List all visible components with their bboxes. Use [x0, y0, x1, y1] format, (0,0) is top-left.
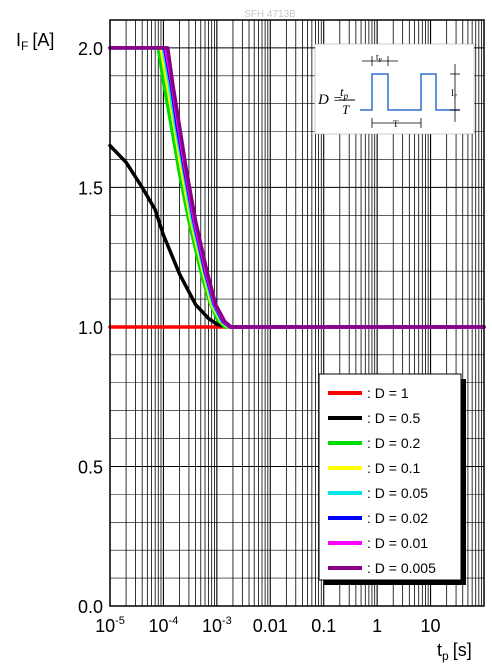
- inset-formula-denominator: T: [342, 102, 350, 117]
- x-tick-label-5: 0.1: [311, 616, 336, 636]
- x-tick-label-3: 10-3: [202, 615, 232, 636]
- y-axis-label: IF [A]: [16, 30, 54, 53]
- y-tick-label-4: 1.5: [78, 178, 103, 198]
- series-line-8: [108, 46, 486, 329]
- legend-label-7: : D = 0.01: [367, 535, 428, 551]
- y-axis-ticks: 0.0 0.5 1.0 1.5 2.0: [78, 39, 103, 617]
- duty-cycle-inset: D = tp T tP T IF: [314, 43, 475, 135]
- series-layer: [108, 46, 486, 329]
- legend: : D = 1 : D = 0.5 : D = 0.2 : D = 0.1 : D = …: [318, 373, 466, 585]
- period-label: T: [393, 119, 399, 129]
- legend-label-8: : D = 0.005: [367, 560, 436, 576]
- plot-frame: [109, 19, 485, 607]
- x-tick-label-7: 10: [421, 616, 441, 636]
- x-tick-label-6: 1: [372, 616, 382, 636]
- watermark: SFH 4713B: [244, 9, 296, 20]
- tp-label: tP: [376, 52, 383, 64]
- x-tick-label-4: 0.01: [253, 616, 288, 636]
- x-axis-label: tp [s]: [437, 640, 472, 663]
- y-tick-label-1: 0.0: [78, 597, 103, 617]
- legend-box: [318, 373, 462, 581]
- legend-label-1: : D = 1: [367, 385, 409, 401]
- x-tick-label-2: 10-4: [149, 615, 179, 636]
- series-line-2: [108, 143, 486, 329]
- legend-label-4: : D = 0.1: [367, 460, 421, 476]
- legend-label-2: : D = 0.5: [367, 410, 421, 426]
- inset-background: [314, 43, 475, 135]
- legend-label-6: : D = 0.02: [367, 510, 428, 526]
- x-axis-ticks: 10-5 10-4 10-3 0.01 0.1 1 10: [95, 615, 440, 636]
- legend-label-5: : D = 0.05: [367, 485, 428, 501]
- inset-formula-numerator: tp: [340, 84, 349, 101]
- x-tick-label-1: 10-5: [95, 615, 125, 636]
- current-label: IF: [451, 88, 458, 100]
- legend-label-3: : D = 0.2: [367, 435, 421, 451]
- inset-formula-lhs: D =: [317, 92, 343, 108]
- y-tick-label-2: 0.5: [78, 457, 103, 477]
- pulse-waveform: [360, 73, 460, 111]
- y-tick-label-5: 2.0: [78, 39, 103, 59]
- y-tick-label-3: 1.0: [78, 318, 103, 338]
